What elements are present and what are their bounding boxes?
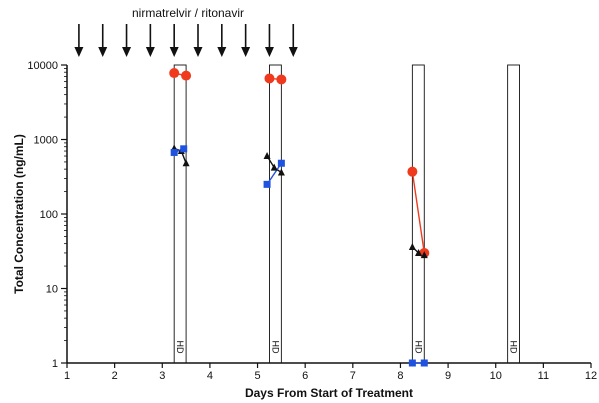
series-circle-line-2 bbox=[412, 172, 424, 253]
series-lines bbox=[174, 73, 424, 363]
dose-arrow-head bbox=[146, 47, 155, 57]
square-point-1-1 bbox=[278, 160, 285, 167]
x-tick-label-10: 11 bbox=[538, 370, 549, 382]
dose-arrow-head bbox=[217, 47, 226, 57]
dose-arrow-7 bbox=[241, 24, 250, 57]
dose-arrow-head bbox=[122, 47, 131, 57]
hd-box-3 bbox=[508, 65, 520, 363]
y-tick-label-2: 100 bbox=[40, 209, 58, 221]
hd-label-1: HD bbox=[270, 341, 280, 354]
dose-arrow-4 bbox=[170, 24, 179, 57]
x-ticks: 1 2 3 4 5 6 7 8 9 10 11 12 bbox=[64, 363, 597, 382]
dose-arrow-head bbox=[265, 47, 274, 57]
dose-arrow-0 bbox=[74, 24, 83, 57]
dose-arrow-head bbox=[98, 47, 107, 57]
y-axis-title: Total Concentration (ng/mL) bbox=[12, 134, 26, 294]
square-point-0-1 bbox=[180, 145, 187, 152]
y-tick-label-1: 10 bbox=[46, 284, 58, 296]
x-tick-label-4: 5 bbox=[254, 370, 260, 382]
circle-point-1-0 bbox=[264, 73, 274, 83]
x-tick-label-2: 3 bbox=[159, 370, 165, 382]
dose-arrow-8 bbox=[265, 24, 274, 57]
triangle-point-0-2 bbox=[183, 159, 190, 166]
triangle-point-2-0 bbox=[409, 243, 416, 250]
x-tick-label-11: 12 bbox=[585, 370, 597, 382]
dose-arrow-1 bbox=[98, 24, 107, 57]
hd-box-0 bbox=[174, 65, 186, 363]
circle-point-0-1 bbox=[181, 71, 191, 81]
dose-arrow-2 bbox=[122, 24, 131, 57]
circle-point-0-0 bbox=[169, 68, 179, 78]
x-tick-label-9: 10 bbox=[490, 370, 502, 382]
x-tick-label-3: 4 bbox=[207, 370, 213, 382]
x-tick-label-0: 1 bbox=[64, 370, 70, 382]
dose-arrow-6 bbox=[217, 24, 226, 57]
dosing-annotation: nirmatrelvir / ritonavir bbox=[132, 6, 244, 20]
square-point-2-1 bbox=[421, 360, 428, 367]
dose-arrow-5 bbox=[194, 24, 203, 57]
y-ticks: 1 10 100 1000 10000 bbox=[27, 60, 67, 370]
dose-arrow-head bbox=[289, 47, 298, 57]
x-tick-label-1: 2 bbox=[112, 370, 118, 382]
triangle-point-1-2 bbox=[278, 169, 285, 176]
dose-arrow-head bbox=[74, 47, 83, 57]
circle-point-1-1 bbox=[276, 74, 286, 84]
dose-arrow-head bbox=[170, 47, 179, 57]
hd-label-0: HD bbox=[175, 341, 185, 354]
square-point-2-0 bbox=[409, 360, 416, 367]
x-tick-label-6: 7 bbox=[350, 370, 356, 382]
x-tick-label-5: 6 bbox=[302, 370, 308, 382]
hd-box-1 bbox=[269, 65, 281, 363]
axes bbox=[67, 65, 591, 363]
hd-label-2: HD bbox=[413, 341, 423, 354]
dose-arrow-head bbox=[241, 47, 250, 57]
hd-sessions: HD HD HD HD bbox=[174, 65, 519, 363]
y-tick-label-4: 10000 bbox=[27, 60, 58, 72]
circle-point-2-0 bbox=[407, 167, 417, 177]
x-tick-label-7: 8 bbox=[397, 370, 403, 382]
hd-label-3: HD bbox=[509, 341, 519, 354]
series-points bbox=[169, 68, 429, 366]
y-tick-label-0: 1 bbox=[52, 358, 58, 370]
dose-arrow-head bbox=[194, 47, 203, 57]
x-axis-title: Days From Start of Treatment bbox=[245, 386, 413, 400]
dose-arrow-3 bbox=[146, 24, 155, 57]
x-tick-label-8: 9 bbox=[445, 370, 451, 382]
square-point-0-0 bbox=[171, 149, 178, 156]
square-point-1-0 bbox=[264, 181, 271, 188]
dose-arrow-9 bbox=[289, 24, 298, 57]
dosing-arrows bbox=[74, 24, 297, 57]
y-tick-label-3: 1000 bbox=[34, 135, 58, 147]
